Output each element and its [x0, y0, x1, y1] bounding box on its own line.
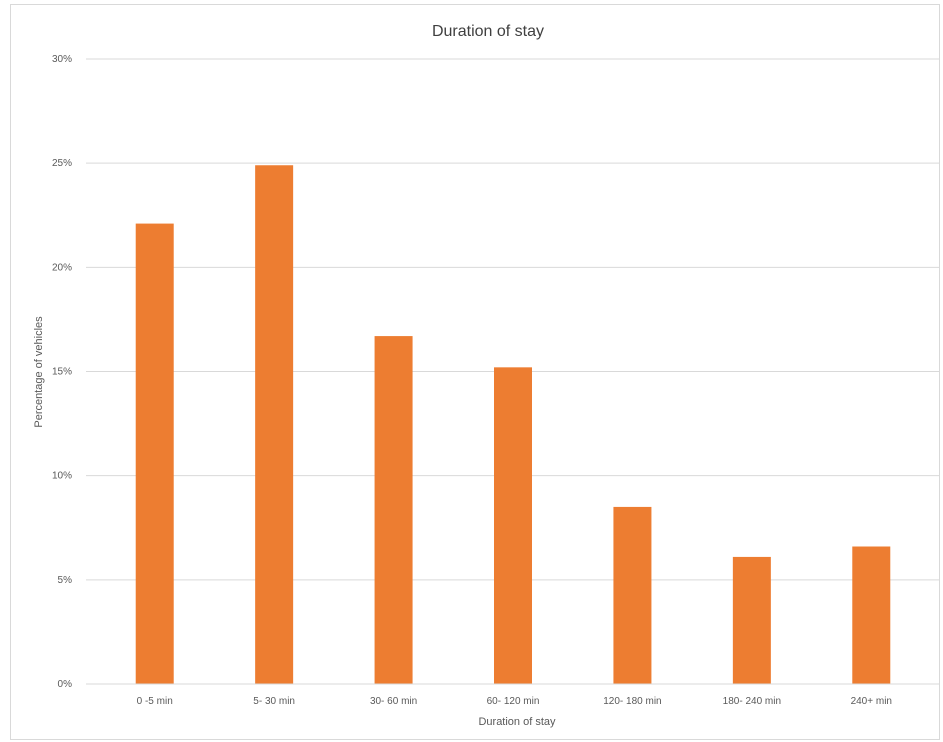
bar [494, 367, 532, 684]
bar [852, 546, 891, 684]
x-axis-ticks: 0 -5 min 5- 30 min 30- 60 min 60- 120 min 12… [137, 696, 892, 707]
y-tick-label: 15% [52, 367, 72, 378]
y-tick-label: 10% [52, 471, 72, 482]
y-tick-label: 20% [52, 262, 72, 273]
bar [374, 336, 413, 684]
x-axis-title: Duration of stay [478, 716, 556, 728]
x-tick-label: 30- 60 min [370, 696, 417, 707]
x-tick-label: 0 -5 min [137, 696, 173, 707]
x-tick-label: 60- 120 min [487, 696, 540, 707]
y-axis-title: Percentage of vehicles [33, 316, 45, 428]
y-tick-label: 25% [52, 158, 72, 169]
x-tick-label: 120- 180 min [603, 696, 661, 707]
y-tick-label: 5% [58, 575, 73, 586]
bar [255, 165, 294, 684]
x-tick-label: 5- 30 min [253, 696, 295, 707]
bar [613, 506, 652, 684]
y-axis-ticks: 0% 5% 10% 15% 20% 25% 30% [52, 54, 72, 690]
bar [732, 556, 771, 684]
gridlines [86, 58, 940, 581]
bars [135, 165, 891, 685]
y-tick-label: 30% [52, 54, 72, 65]
x-tick-label: 240+ min [851, 696, 892, 707]
bar [135, 223, 174, 685]
y-tick-label: 0% [58, 679, 73, 690]
x-tick-label: 180- 240 min [723, 696, 781, 707]
chart-title: Duration of stay [432, 23, 544, 40]
